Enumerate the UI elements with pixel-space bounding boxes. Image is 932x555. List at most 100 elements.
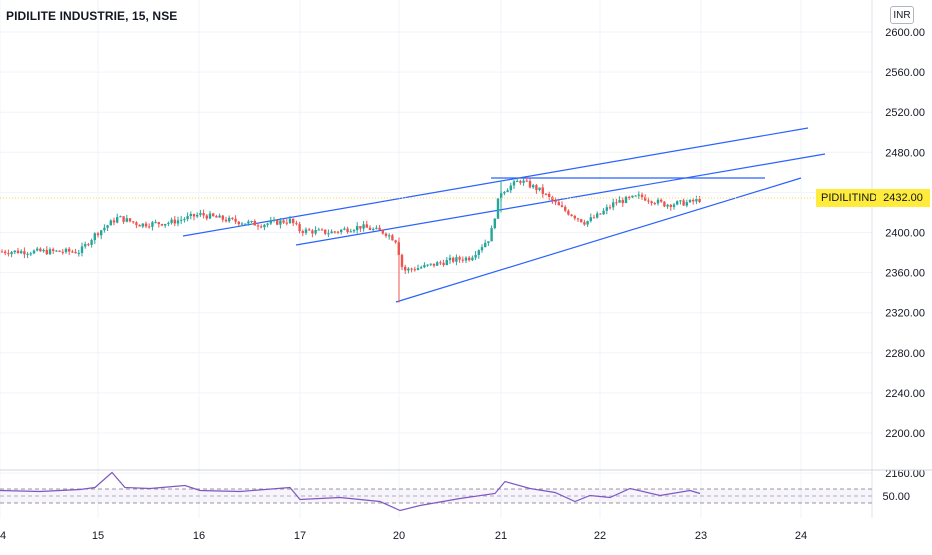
candle-body — [439, 262, 442, 264]
candle-body — [234, 218, 237, 222]
candle-body — [164, 223, 167, 226]
currency-button[interactable]: INR — [890, 6, 914, 24]
time-tick-label: 24 — [795, 530, 807, 542]
candle-body — [461, 259, 464, 261]
candle-body — [272, 219, 276, 221]
candle-body — [477, 250, 480, 255]
candle-body — [52, 249, 55, 251]
candle-body — [528, 180, 532, 188]
candle-body — [544, 193, 548, 195]
candle-body — [77, 252, 80, 254]
candle-body — [471, 257, 474, 261]
candle-body — [327, 233, 330, 235]
candle-body — [231, 217, 234, 219]
trendline — [295, 153, 826, 246]
candle-body — [420, 267, 423, 269]
candle-body — [372, 228, 375, 231]
price-tick-label: 2520.00 — [885, 107, 925, 119]
time-tick-label: 14 — [0, 530, 6, 542]
candle-body — [685, 202, 688, 206]
last-price-label: 2432.00 — [876, 189, 930, 207]
candle-body — [644, 197, 647, 201]
candle-body — [55, 250, 58, 252]
candle-body — [596, 213, 599, 218]
candle-body — [391, 235, 394, 241]
candle-body — [637, 194, 640, 196]
candle-body — [480, 247, 484, 251]
price-tick-label: 2280.00 — [885, 348, 925, 360]
time-axis: 14 15 16 17 20 21 22 23 24 — [0, 530, 807, 542]
candle-body — [93, 233, 96, 241]
candle-body — [324, 229, 327, 234]
candle-body — [551, 197, 554, 201]
candle-body — [538, 187, 541, 191]
candle-body — [368, 227, 372, 231]
grid-lines — [0, 0, 873, 518]
candle-body — [624, 196, 628, 203]
candle-body — [688, 199, 692, 203]
candle-body — [141, 223, 144, 227]
candle-body — [676, 201, 679, 205]
candle-body — [583, 222, 586, 225]
candle-body — [160, 224, 164, 226]
candle-body — [202, 213, 205, 216]
candle-body — [416, 268, 420, 270]
trendline — [395, 177, 802, 303]
candle-body — [151, 222, 154, 227]
price-tick-label: 2400.00 — [885, 228, 925, 240]
candle-body — [525, 180, 528, 182]
candle-body — [333, 231, 336, 233]
candle-body — [394, 240, 397, 243]
candle-body — [426, 264, 429, 266]
candle-body — [343, 228, 346, 230]
candle-body — [215, 216, 218, 218]
candle-body — [87, 244, 90, 246]
price-axis: 2600.002560.002520.002480.002440.002400.… — [885, 27, 925, 480]
rsi-line — [0, 471, 701, 512]
candle-body — [192, 213, 196, 217]
candle-body — [196, 214, 199, 217]
candle-body — [592, 217, 596, 219]
candle-body — [100, 230, 103, 236]
time-tick-label: 22 — [594, 530, 606, 542]
candle-body — [106, 225, 109, 228]
candle-body — [349, 231, 352, 233]
trendlines — [182, 127, 826, 303]
candle-body — [484, 242, 487, 248]
candle-body — [404, 266, 407, 271]
candle-body — [666, 204, 669, 207]
candle-body — [39, 248, 42, 252]
candle-body — [304, 229, 308, 233]
time-tick-label: 20 — [393, 530, 405, 542]
candle-body — [445, 260, 448, 266]
candle-body — [84, 244, 87, 247]
candle-body — [432, 263, 436, 266]
candle-body — [68, 248, 71, 252]
candle-body — [548, 193, 551, 198]
candle-body — [506, 190, 509, 193]
candle-body — [42, 249, 45, 252]
time-tick-label: 21 — [495, 530, 507, 542]
rsi-band-fill — [0, 489, 872, 503]
candle-body — [695, 198, 698, 202]
candle-body — [618, 200, 621, 203]
candle-body — [282, 220, 285, 223]
candle-body — [32, 250, 36, 254]
candle-body — [535, 185, 538, 191]
candle-body — [375, 227, 378, 229]
candle-body — [189, 213, 192, 217]
candle-body — [253, 220, 256, 226]
candle-body — [496, 198, 500, 219]
candle-body — [576, 218, 580, 220]
candle-body — [442, 262, 445, 266]
candle-body — [125, 218, 128, 222]
candle-body — [516, 181, 519, 183]
candle-body — [602, 210, 605, 215]
candle-body — [4, 251, 7, 254]
candle-body — [292, 218, 295, 224]
candle-body — [388, 235, 391, 237]
candle-series — [0, 177, 701, 303]
candle-body — [634, 195, 637, 197]
